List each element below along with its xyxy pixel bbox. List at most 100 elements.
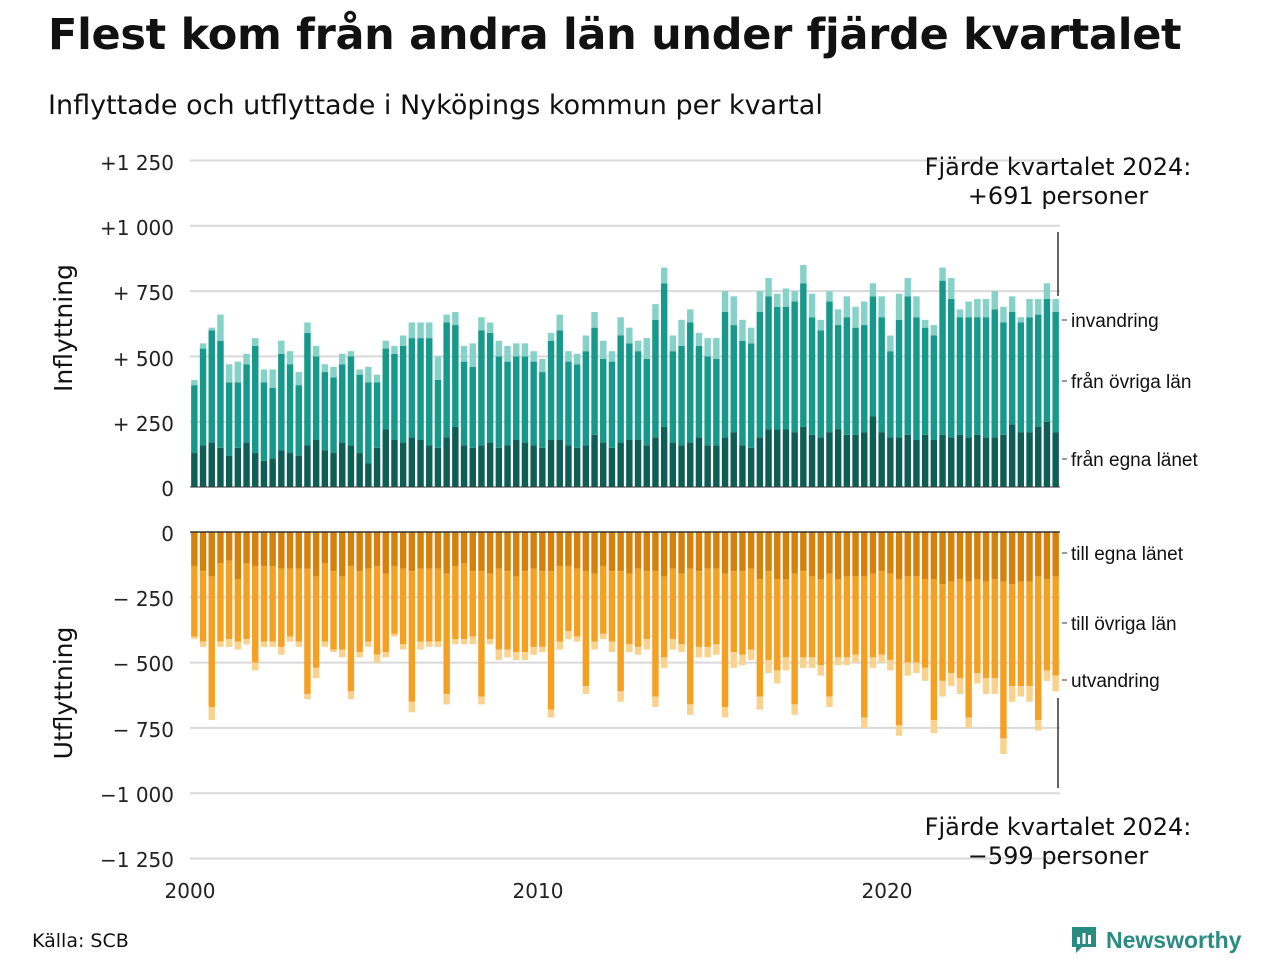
bar-emigration — [852, 654, 859, 663]
bar-from-other-counties — [382, 348, 389, 430]
brand-logo[interactable]: Newsworthy — [1070, 925, 1241, 955]
bar-to-other-counties — [887, 573, 894, 660]
bar-from-own-county — [765, 429, 772, 487]
bar-immigration — [513, 343, 520, 357]
bar-emigration — [217, 641, 224, 647]
bar-from-own-county — [339, 442, 346, 487]
bar-emigration — [513, 652, 520, 660]
bar-from-other-counties — [834, 325, 842, 430]
bar-to-own-county — [721, 532, 729, 574]
bar-to-other-counties — [1026, 581, 1033, 687]
bar-immigration — [678, 319, 685, 346]
bar-to-own-county — [678, 532, 685, 574]
bar-from-other-counties — [756, 311, 764, 438]
bar-from-other-counties — [573, 364, 581, 448]
bar-emigration — [225, 639, 233, 647]
bar-to-own-county — [1035, 532, 1042, 577]
bar-immigration — [852, 306, 859, 328]
bar-from-own-county — [417, 439, 424, 487]
bar-immigration — [948, 278, 955, 299]
bar-from-own-county — [843, 434, 851, 487]
bar-immigration — [443, 314, 450, 323]
bar-from-other-counties — [1035, 314, 1042, 427]
bar-from-own-county — [469, 447, 476, 487]
bar-emigration — [504, 649, 511, 658]
bar-to-own-county — [643, 532, 650, 572]
bar-to-other-counties — [460, 563, 468, 640]
bar-to-own-county — [730, 532, 737, 572]
bar-emigration — [600, 633, 607, 640]
bar-to-other-counties — [687, 568, 694, 705]
bar-to-own-county — [913, 532, 920, 577]
bar-emigration — [1017, 686, 1025, 697]
bar-to-own-county — [434, 532, 442, 569]
bar-to-own-county — [869, 532, 877, 574]
bar-from-own-county — [330, 453, 337, 487]
bar-from-own-county — [669, 442, 677, 487]
bar-to-own-county — [373, 532, 381, 566]
bar-to-own-county — [1026, 532, 1033, 582]
bar-from-other-counties — [269, 387, 276, 459]
bar-to-other-counties — [834, 579, 842, 658]
bar-emigration — [747, 649, 755, 660]
bar-from-own-county — [643, 445, 650, 487]
bar-immigration — [808, 293, 816, 318]
bar-to-own-county — [747, 532, 755, 569]
bar-from-own-county — [260, 460, 268, 487]
bar-to-other-counties — [486, 573, 494, 640]
bar-emigration — [530, 646, 537, 655]
bar-from-own-county — [739, 445, 746, 487]
bar-to-own-county — [878, 532, 885, 572]
bar-to-own-county — [1043, 532, 1051, 580]
bar-to-own-county — [652, 532, 659, 572]
bar-emigration — [1026, 686, 1033, 702]
bar-emigration — [826, 696, 833, 708]
bar-immigration — [225, 364, 233, 383]
bar-from-other-counties — [826, 301, 833, 433]
bar-to-other-counties — [1035, 576, 1042, 721]
bar-from-own-county — [974, 434, 981, 487]
bar-from-own-county — [982, 437, 990, 487]
bar-to-other-counties — [600, 565, 607, 634]
bar-from-other-counties — [582, 351, 590, 446]
bar-immigration — [982, 298, 990, 318]
bar-to-own-county — [304, 532, 311, 569]
bar-from-other-counties — [930, 335, 938, 440]
bar-immigration — [286, 351, 294, 365]
bar-from-own-county — [521, 442, 529, 487]
annotation-out-line2: −599 personer — [968, 842, 1149, 870]
bar-to-other-counties — [347, 565, 355, 692]
bar-immigration — [739, 319, 746, 341]
series-label-till-ovriga-lan: till övriga län — [1071, 614, 1177, 635]
bar-to-other-counties — [921, 579, 929, 668]
bar-from-own-county — [747, 447, 755, 487]
bar-emigration — [382, 652, 389, 658]
bar-from-own-county — [347, 445, 355, 487]
bar-from-own-county — [921, 434, 929, 487]
bar-from-other-counties — [913, 317, 920, 440]
bar-immigration — [765, 278, 772, 297]
bar-emigration — [582, 686, 590, 694]
bar-emigration — [365, 641, 372, 647]
bar-emigration — [339, 649, 346, 658]
bar-from-own-county — [278, 450, 285, 487]
bar-to-other-counties — [304, 568, 311, 694]
bar-immigration — [339, 353, 346, 365]
bar-immigration — [713, 338, 720, 360]
bar-immigration — [669, 335, 677, 352]
bar-from-other-counties — [878, 317, 885, 433]
bar-from-own-county — [834, 429, 842, 487]
bar-immigration — [660, 267, 668, 284]
bar-from-other-counties — [1017, 322, 1025, 433]
bar-to-other-counties — [747, 568, 755, 650]
bar-to-other-counties — [573, 568, 581, 637]
bar-to-own-county — [295, 532, 302, 569]
bar-from-own-county — [808, 434, 816, 487]
bar-emigration — [312, 667, 320, 679]
bar-to-own-county — [495, 532, 503, 569]
bar-to-other-counties — [208, 576, 215, 708]
bar-from-other-counties — [469, 366, 476, 448]
bar-emigration — [252, 662, 259, 671]
bar-emigration — [643, 639, 650, 650]
bar-emigration — [321, 641, 329, 647]
